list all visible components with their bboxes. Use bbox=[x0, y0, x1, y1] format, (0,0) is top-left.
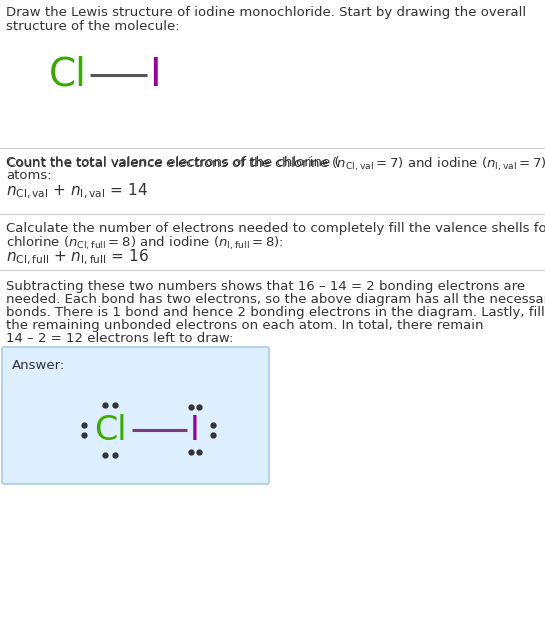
Text: $n_{\mathrm{Cl,full}}$ + $n_{\mathrm{I,full}}$ = 16: $n_{\mathrm{Cl,full}}$ + $n_{\mathrm{I,f… bbox=[6, 248, 149, 268]
Text: bonds. There is 1 bond and hence 2 bonding electrons in the diagram. Lastly, fil: bonds. There is 1 bond and hence 2 bondi… bbox=[6, 306, 545, 319]
Text: Subtracting these two numbers shows that 16 – 14 = 2 bonding electrons are: Subtracting these two numbers shows that… bbox=[6, 280, 525, 293]
FancyBboxPatch shape bbox=[2, 347, 269, 484]
Text: structure of the molecule:: structure of the molecule: bbox=[6, 20, 180, 33]
Text: Calculate the number of electrons needed to completely fill the valence shells f: Calculate the number of electrons needed… bbox=[6, 222, 545, 235]
Text: chlorine ($n_{\mathrm{Cl,full}} = 8$) and iodine ($n_{\mathrm{I,full}} = 8$):: chlorine ($n_{\mathrm{Cl,full}} = 8$) an… bbox=[6, 235, 284, 252]
Text: atoms:: atoms: bbox=[6, 169, 52, 182]
Text: Count the total valence electrons of the chlorine (: Count the total valence electrons of the… bbox=[6, 156, 340, 169]
Text: the remaining unbonded electrons on each atom. In total, there remain: the remaining unbonded electrons on each… bbox=[6, 319, 483, 332]
Text: Draw the Lewis structure of iodine monochloride. Start by drawing the overall: Draw the Lewis structure of iodine monoc… bbox=[6, 6, 526, 19]
Text: Answer:: Answer: bbox=[12, 359, 65, 372]
Text: I: I bbox=[149, 56, 161, 94]
Text: Cl: Cl bbox=[49, 56, 87, 94]
Text: Count the total valence electrons of the chlorine ($n_{\mathrm{Cl,val}} = 7$) an: Count the total valence electrons of the… bbox=[6, 156, 545, 173]
Text: $n_{\mathrm{Cl,val}}$ + $n_{\mathrm{I,val}}$ = 14: $n_{\mathrm{Cl,val}}$ + $n_{\mathrm{I,va… bbox=[6, 182, 148, 202]
Text: Cl: Cl bbox=[94, 413, 126, 447]
Text: I: I bbox=[190, 413, 200, 447]
Text: 14 – 2 = 12 electrons left to draw:: 14 – 2 = 12 electrons left to draw: bbox=[6, 332, 233, 345]
Text: needed. Each bond has two electrons, so the above diagram has all the necessary: needed. Each bond has two electrons, so … bbox=[6, 293, 545, 306]
